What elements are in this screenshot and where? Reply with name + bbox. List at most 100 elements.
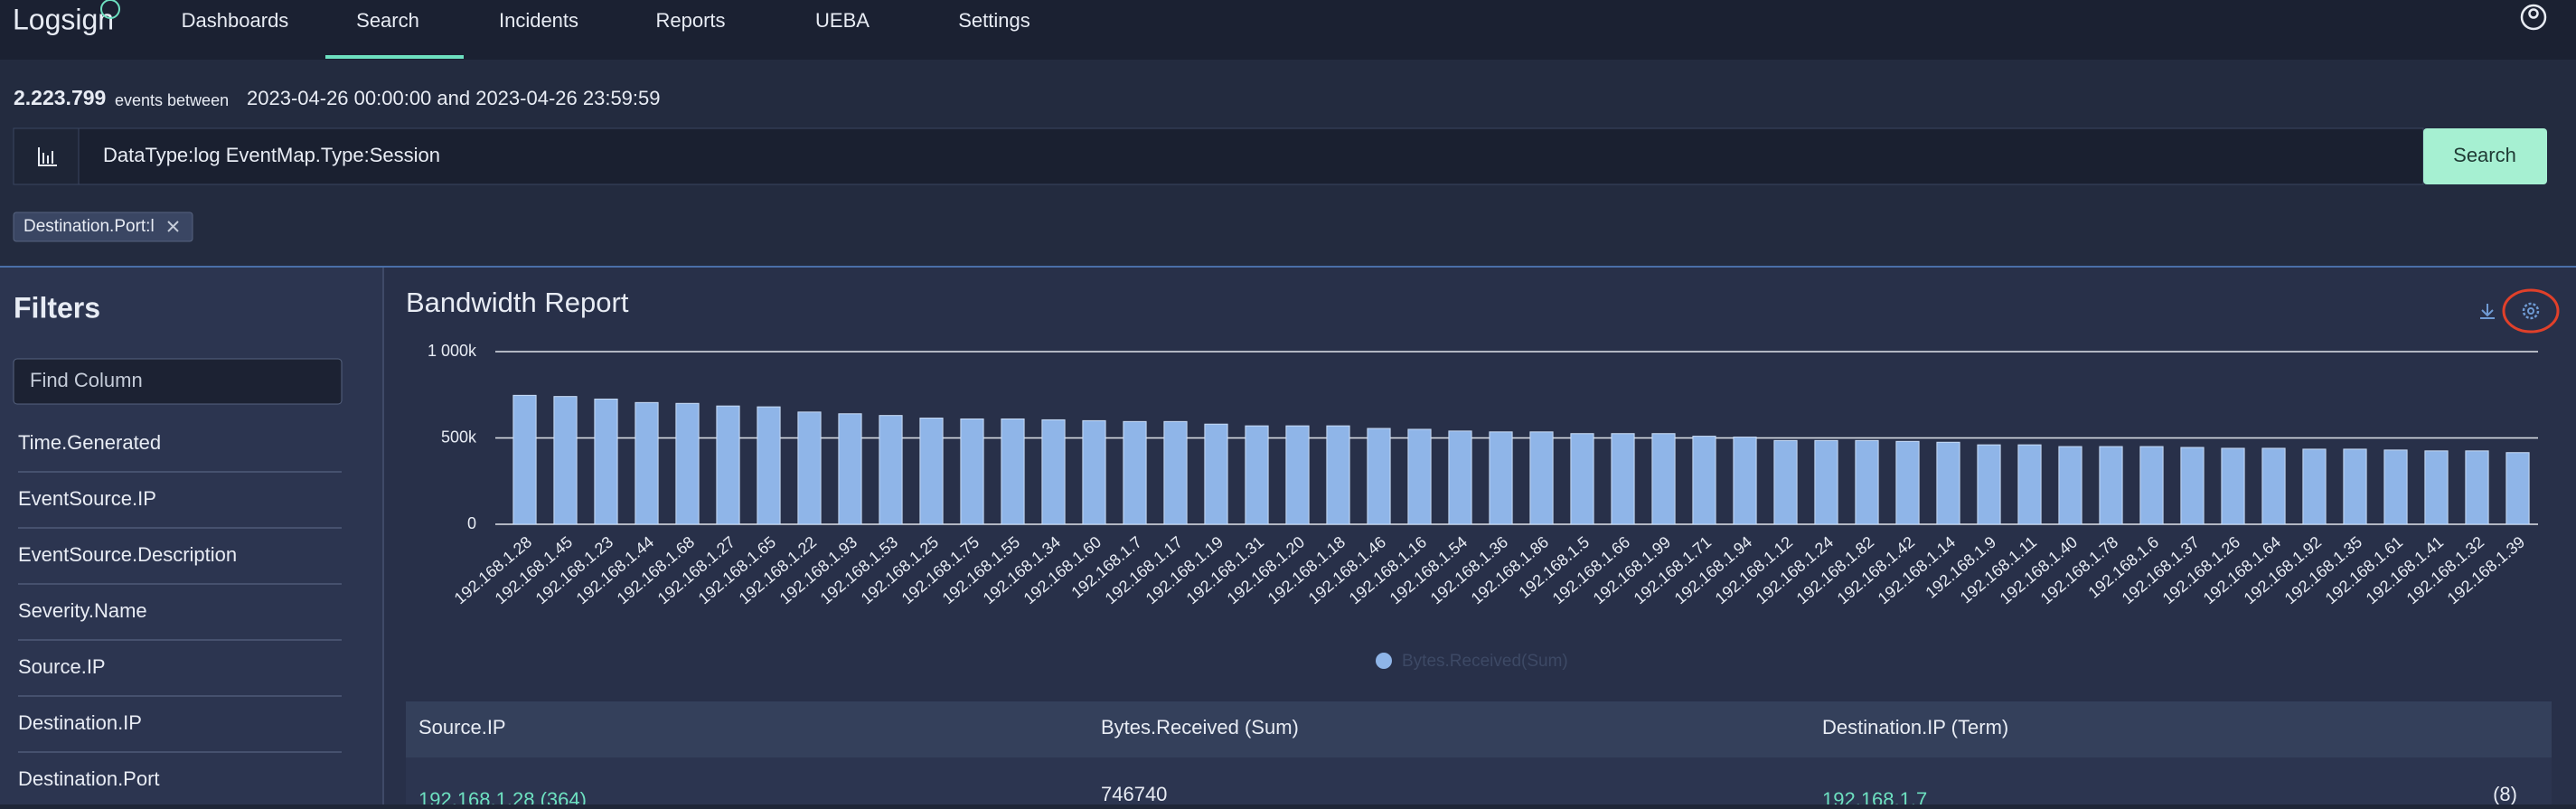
cell-count: (8) — [2493, 783, 2517, 804]
table-header — [406, 701, 2552, 757]
filter-chip-label: Destination.Port:l — [24, 217, 155, 236]
date-range: 2023-04-26 00:00:00 and 2023-04-26 23:59… — [247, 87, 661, 109]
filter-item[interactable]: Destination.Port — [18, 767, 160, 790]
filter-item[interactable]: Severity.Name — [18, 599, 147, 622]
bar — [2261, 447, 2286, 525]
bar — [1651, 433, 1676, 525]
cell-source-ip[interactable]: 192.168.1.28 (364) — [418, 788, 587, 809]
bar — [1977, 444, 2001, 525]
bar — [1123, 420, 1147, 525]
logo-icon — [100, 0, 120, 19]
bar — [1285, 425, 1310, 525]
bar — [1936, 441, 1960, 525]
nav-item[interactable]: Search — [356, 9, 419, 32]
chart-toggle[interactable] — [13, 127, 80, 185]
filters-title: Filters — [14, 291, 100, 324]
nav-item[interactable]: Dashboards — [182, 9, 289, 32]
find-column-placeholder[interactable]: Find Column — [30, 369, 143, 391]
settings-icon-core — [2527, 307, 2534, 315]
user-icon-head — [2528, 8, 2539, 19]
column-header[interactable]: Bytes.Received (Sum) — [1101, 716, 1299, 738]
bar — [1407, 428, 1432, 525]
bar — [2139, 446, 2164, 525]
bar — [635, 401, 659, 525]
user-icon[interactable] — [2520, 4, 2547, 31]
chart-title: Bandwidth Report — [406, 287, 629, 318]
bar — [2017, 444, 2042, 525]
download-icon[interactable] — [2480, 304, 2495, 319]
column-header[interactable]: Destination.IP (Term) — [1822, 716, 2008, 738]
bar — [960, 418, 984, 525]
bar — [1733, 437, 1757, 525]
events-between: events between — [115, 91, 229, 109]
bar — [1163, 420, 1188, 525]
chip-close[interactable] — [167, 221, 179, 232]
bar — [919, 418, 944, 525]
bar — [1529, 431, 1554, 525]
legend-label[interactable]: Bytes.Received(Sum) — [1402, 652, 1568, 671]
bar — [594, 399, 618, 525]
bar — [2505, 452, 2530, 525]
bar — [1489, 431, 1513, 525]
bar — [1448, 430, 1472, 525]
filter-chip[interactable] — [13, 212, 193, 242]
bar — [512, 394, 537, 525]
logo[interactable]: Logsign — [13, 3, 114, 35]
nav-item[interactable]: Reports — [655, 9, 725, 32]
bar — [838, 413, 862, 525]
filter-item[interactable]: Source.IP — [18, 655, 106, 678]
bar — [1692, 436, 1716, 525]
bar — [797, 411, 822, 525]
bar — [1367, 428, 1391, 525]
bar — [2343, 448, 2367, 525]
bar — [2302, 448, 2327, 525]
y-tick-label: 1 000k — [428, 342, 477, 360]
bar — [2383, 449, 2408, 525]
bar — [2221, 447, 2245, 525]
bar — [1895, 440, 1920, 525]
search-button-label[interactable]: Search — [2453, 144, 2516, 166]
table-row — [406, 757, 2552, 804]
bar — [2180, 447, 2205, 525]
nav-bar — [0, 0, 2576, 60]
bar — [879, 415, 903, 525]
legend-marker[interactable] — [1376, 653, 1392, 669]
search-input[interactable] — [13, 127, 2424, 185]
filter-item[interactable]: EventSource.IP — [18, 487, 156, 510]
filter-item[interactable]: Time.Generated — [18, 431, 161, 454]
find-column-input[interactable] — [13, 358, 343, 405]
search-button[interactable] — [2423, 128, 2547, 184]
bar — [1570, 433, 1594, 525]
nav-item[interactable]: UEBA — [815, 9, 870, 32]
y-tick-label: 0 — [467, 514, 476, 532]
bar — [1041, 419, 1066, 525]
bar — [1204, 423, 1228, 525]
bar — [675, 402, 700, 525]
nav-item[interactable]: Settings — [958, 9, 1030, 32]
bar — [1773, 439, 1798, 525]
bar — [1855, 439, 1879, 525]
bar — [1082, 419, 1106, 525]
cell-bytes: 746740 — [1101, 783, 1167, 804]
bar — [1814, 439, 1838, 525]
settings-icon[interactable] — [2522, 302, 2540, 320]
nav-item[interactable]: Incidents — [499, 9, 578, 32]
active-tab-underline — [325, 55, 464, 59]
column-header[interactable]: Source.IP — [418, 716, 506, 738]
highlight-circle — [2502, 288, 2560, 334]
bar — [2465, 450, 2489, 525]
bar — [2058, 446, 2082, 525]
query-text[interactable]: DataType:log EventMap.Type:Session — [103, 144, 440, 166]
chart-icon — [38, 147, 57, 166]
filter-item[interactable]: EventSource.Description — [18, 543, 237, 566]
bar — [1001, 418, 1025, 525]
bar — [1326, 425, 1350, 525]
filter-item[interactable]: Destination.IP — [18, 711, 142, 734]
bar — [2424, 450, 2449, 525]
event-count: 2.223.799 — [14, 86, 106, 109]
bar — [2099, 446, 2123, 525]
bar — [1245, 425, 1269, 525]
cell-destination-ip[interactable]: 192.168.1.7 — [1822, 788, 1927, 809]
